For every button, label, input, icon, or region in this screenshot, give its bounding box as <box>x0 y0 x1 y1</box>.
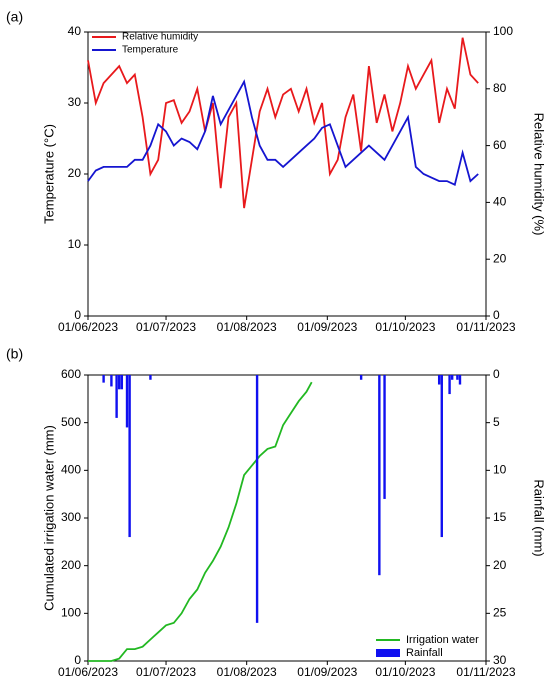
y-tick-label: 600 <box>61 367 81 381</box>
rain-bar <box>448 375 451 395</box>
y-tick-label: 400 <box>61 463 81 477</box>
y2-tick-label: 10 <box>493 463 507 477</box>
y-tick-label: 20 <box>68 166 82 180</box>
panel-label: (b) <box>6 346 23 362</box>
rain-bar <box>149 375 152 380</box>
x-tick-label: 01/09/2023 <box>297 320 357 334</box>
y2-tick-label: 60 <box>493 138 507 152</box>
legend-swatch <box>376 649 400 657</box>
series-line <box>88 381 313 662</box>
y-axis-label: Temperature (°C) <box>41 124 56 224</box>
y-tick-label: 200 <box>61 558 81 572</box>
y2-tick-label: 20 <box>493 251 507 265</box>
y-tick-label: 40 <box>68 24 82 38</box>
y-tick-label: 0 <box>74 308 81 322</box>
y-tick-label: 300 <box>61 510 81 524</box>
x-tick-label: 01/10/2023 <box>375 320 435 334</box>
y-tick-label: 500 <box>61 415 81 429</box>
x-tick-label: 01/11/2023 <box>456 320 515 334</box>
x-tick-label: 01/07/2023 <box>136 320 196 334</box>
legend-label: Irrigation water <box>406 634 479 646</box>
rain-bar <box>118 375 121 390</box>
rain-bar <box>110 375 113 387</box>
y2-tick-label: 15 <box>493 510 507 524</box>
x-tick-label: 01/06/2023 <box>58 665 118 679</box>
y2-tick-label: 5 <box>493 415 500 429</box>
rain-bar <box>437 375 441 385</box>
panel-label: (a) <box>6 9 23 25</box>
x-tick-label: 01/06/2023 <box>58 320 118 334</box>
y2-tick-label: 0 <box>493 308 500 322</box>
y-tick-label: 10 <box>68 237 82 251</box>
y2-tick-label: 25 <box>493 606 507 620</box>
rain-bar <box>120 375 124 390</box>
rain-bar <box>378 375 381 576</box>
x-tick-label: 01/10/2023 <box>375 665 435 679</box>
legend-label: Rainfall <box>406 647 443 659</box>
x-tick-label: 01/11/2023 <box>456 665 515 679</box>
legend-label: Temperature <box>122 45 179 56</box>
rain-bar <box>458 375 462 385</box>
y-tick-label: 0 <box>74 653 81 667</box>
y2-tick-label: 40 <box>493 195 507 209</box>
y-tick-label: 100 <box>61 606 81 620</box>
rain-bar <box>450 375 454 380</box>
rain-bar <box>440 375 443 538</box>
series-line <box>87 37 479 209</box>
plot-frame <box>87 31 487 317</box>
rain-bar <box>115 375 118 418</box>
y-axis-label: Cumulated irrigation water (mm) <box>41 425 56 611</box>
x-tick-label: 01/08/2023 <box>217 665 277 679</box>
rain-bar <box>125 375 129 428</box>
rain-bar <box>359 375 363 380</box>
rain-bar <box>102 375 105 383</box>
rain-bar <box>128 375 131 538</box>
x-tick-label: 01/09/2023 <box>297 665 357 679</box>
rain-bar <box>383 375 386 499</box>
x-tick-label: 01/08/2023 <box>217 320 277 334</box>
rain-bar <box>255 375 259 623</box>
x-tick-label: 01/07/2023 <box>136 665 196 679</box>
y-tick-label: 30 <box>68 95 82 109</box>
legend-label: Relative humidity <box>122 32 198 43</box>
y2-tick-label: 100 <box>493 24 513 38</box>
y2-tick-label: 20 <box>493 558 507 572</box>
y2-axis-label: Relative humidity (%) <box>532 113 547 236</box>
rain-bar <box>456 375 459 380</box>
y2-tick-label: 0 <box>493 367 500 381</box>
y2-tick-label: 80 <box>493 81 507 95</box>
series-line <box>87 79 479 186</box>
y2-axis-label: Rainfall (mm) <box>532 479 547 556</box>
y2-tick-label: 30 <box>493 653 507 667</box>
